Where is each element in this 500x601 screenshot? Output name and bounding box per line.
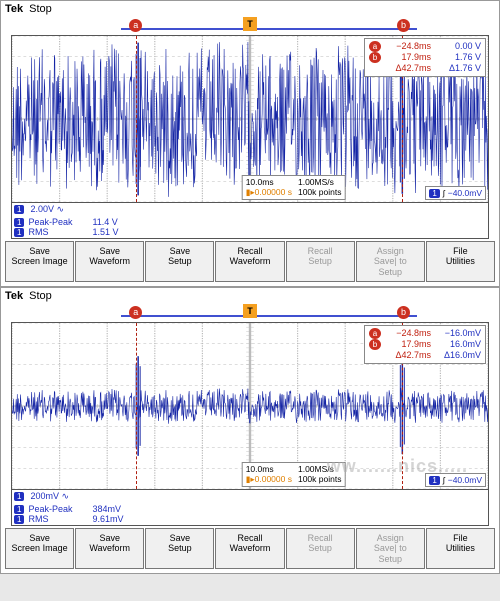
watermark: ww.......nics..... xyxy=(327,456,468,477)
cursor-b-marker[interactable]: b xyxy=(397,306,410,319)
softkey-row: Save Screen ImageSave WaveformSave Setup… xyxy=(5,528,495,569)
oscilloscope-panel-1: Tek Stop a T b 1 a−24.8ms−16.0mV b17.9ms… xyxy=(0,287,500,574)
waveform-graticule[interactable]: 1 a−24.8ms−16.0mV b17.9ms16.0mV .Δ42.7ms… xyxy=(11,322,489,490)
scope-header: Tek Stop xyxy=(1,1,499,17)
softkey-3[interactable]: Recall Waveform xyxy=(215,528,284,569)
cursor-b-marker[interactable]: b xyxy=(397,19,410,32)
softkey-0[interactable]: Save Screen Image xyxy=(5,241,74,282)
softkey-5[interactable]: Assign Save| to Setup xyxy=(356,528,425,569)
softkey-0[interactable]: Save Screen Image xyxy=(5,528,74,569)
timebase-readout: 10.0ms▮▸0.00000 s 1.00MS/s100k points xyxy=(242,175,346,200)
softkey-2[interactable]: Save Setup xyxy=(145,528,214,569)
softkey-1[interactable]: Save Waveform xyxy=(75,528,144,569)
brand-label: Tek xyxy=(5,290,23,302)
cursor-a-marker[interactable]: a xyxy=(129,19,142,32)
softkey-6[interactable]: File Utilities xyxy=(426,528,495,569)
measurements-readout: 1Peak-Peak384mV1RMS9.61mV xyxy=(11,503,489,526)
waveform-graticule[interactable]: 1 a−24.8ms0.00 V b17.9ms1.76 V .Δ42.7msΔ… xyxy=(11,35,489,203)
cursor-a-line[interactable] xyxy=(136,323,137,489)
scope-header: Tek Stop xyxy=(1,288,499,304)
brand-label: Tek xyxy=(5,3,23,15)
cursor-readout: a−24.8ms−16.0mV b17.9ms16.0mV .Δ42.7msΔ1… xyxy=(364,325,486,364)
softkey-6[interactable]: File Utilities xyxy=(426,241,495,282)
cursor-a-marker[interactable]: a xyxy=(129,306,142,319)
channel-badge: 1 xyxy=(14,492,24,501)
measurements-readout: 1Peak-Peak11.4 V1RMS1.51 V xyxy=(11,216,489,239)
channel-readout: 1 200mV ∿ xyxy=(11,490,489,503)
trigger-marker[interactable]: T xyxy=(243,304,257,318)
channel-readout: 1 2.00V ∿ xyxy=(11,203,489,216)
run-status: Stop xyxy=(29,290,52,302)
cursor-bar: a T b xyxy=(11,304,489,322)
softkey-4[interactable]: Recall Setup xyxy=(286,241,355,282)
softkey-row: Save Screen ImageSave WaveformSave Setup… xyxy=(5,241,495,282)
softkey-2[interactable]: Save Setup xyxy=(145,241,214,282)
cursor-a-line[interactable] xyxy=(136,36,137,202)
softkey-1[interactable]: Save Waveform xyxy=(75,241,144,282)
softkey-3[interactable]: Recall Waveform xyxy=(215,241,284,282)
channel-badge: 1 xyxy=(14,205,24,214)
trigger-marker[interactable]: T xyxy=(243,17,257,31)
cursor-readout: a−24.8ms0.00 V b17.9ms1.76 V .Δ42.7msΔ1.… xyxy=(364,38,486,77)
softkey-5[interactable]: Assign Save| to Setup xyxy=(356,241,425,282)
softkey-4[interactable]: Recall Setup xyxy=(286,528,355,569)
oscilloscope-panel-0: Tek Stop a T b 1 a−24.8ms0.00 V b17.9ms1… xyxy=(0,0,500,287)
run-status: Stop xyxy=(29,3,52,15)
trigger-readout: 1ʃ−40.0mV xyxy=(425,186,486,200)
cursor-bar: a T b xyxy=(11,17,489,35)
